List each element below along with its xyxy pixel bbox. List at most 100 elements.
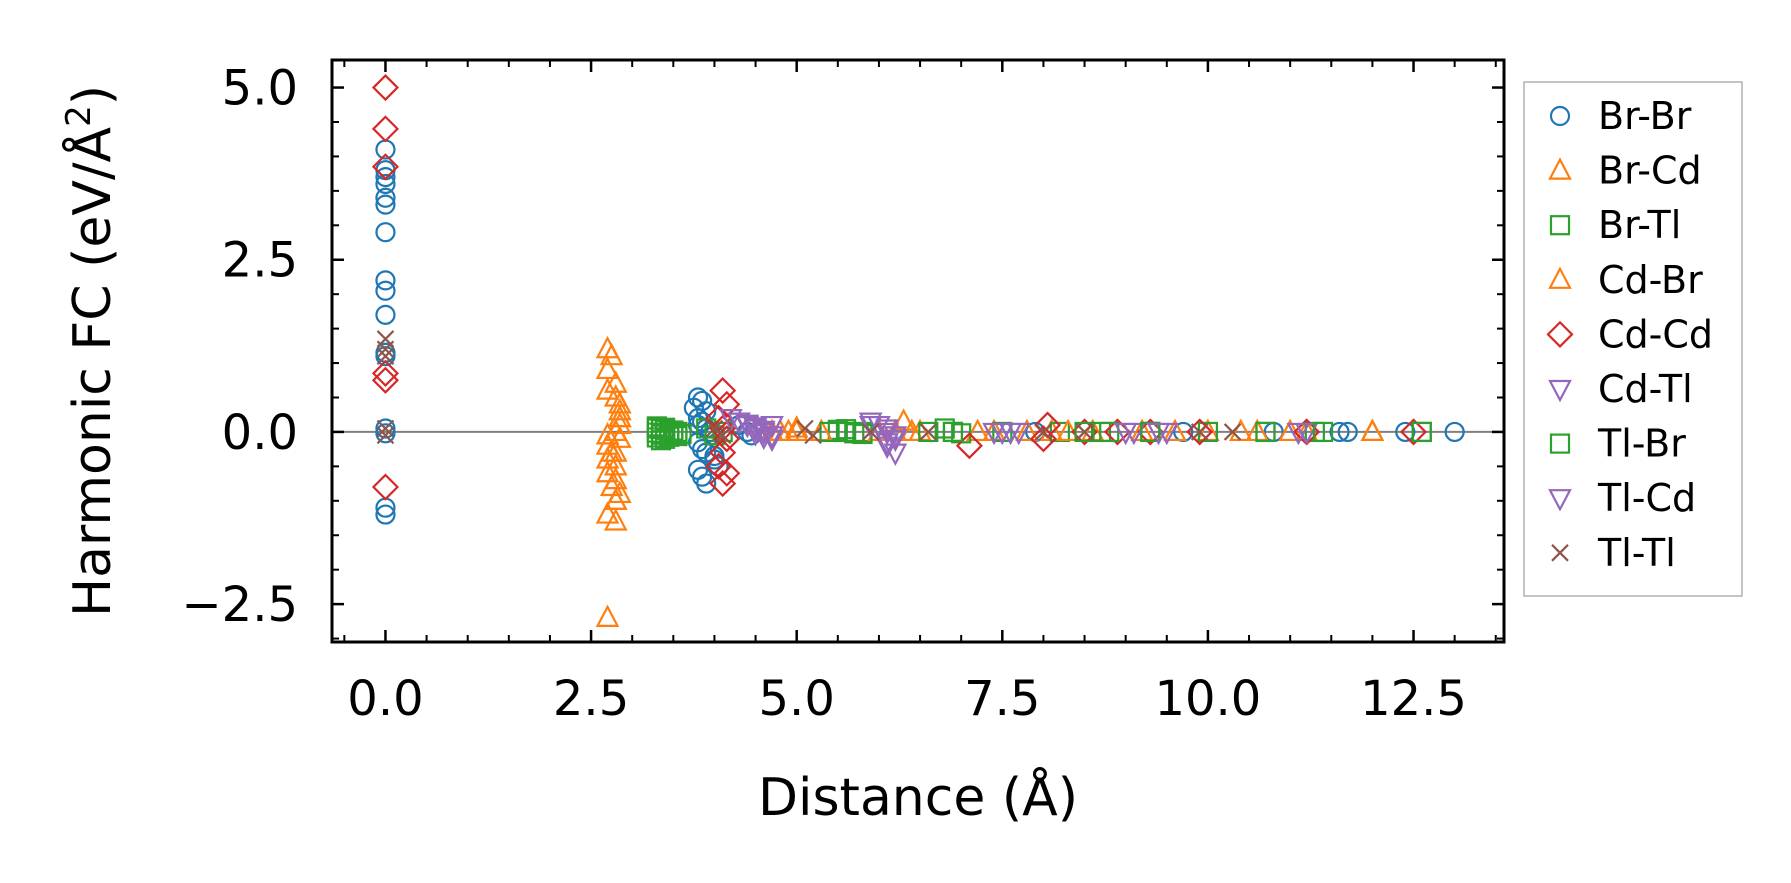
y-tick-label: 2.5 [222,233,298,289]
data-point-tl-br [1312,421,1334,443]
data-point-cd-cd [371,115,400,143]
data-point-tl-tl [713,426,732,445]
data-point-tl-br [835,419,857,440]
data-point-tl-cd [990,422,1015,446]
data-point-cd-tl [719,409,743,432]
data-point-br-cd [595,501,620,524]
data-point-tl-br [1255,421,1276,443]
data-point-tl-tl [804,426,822,445]
x-tick-label: 0.0 [347,671,423,727]
data-point-br-br [1329,421,1350,443]
data-point-br-cd [599,342,624,366]
y-tick-label: −2.5 [181,577,298,633]
data-point-tl-tl [376,426,395,445]
data-point-tl-tl [1034,423,1053,441]
data-point-tl-cd [751,427,776,451]
data-point-tl-br [671,423,692,445]
y-tick-label: 0.0 [222,405,298,461]
data-point-br-br [375,346,396,367]
data-point-br-br [375,270,396,291]
legend: Br-Br Br-Cd Br-Tl Cd-Br Cd-Cd Cd-Tl Tl-Br Tl-Cd… [1523,81,1743,597]
data-point-cd-cd [709,377,737,405]
data-point-tl-tl [376,347,395,365]
legend-label-br-tl: Br-Tl [1598,203,1681,247]
legend-marker-tl-cd [1548,489,1572,512]
data-point-br-br [692,439,713,460]
data-point-cd-tl [883,429,908,453]
data-point-cd-cd [709,470,737,498]
data-point-cd-cd [371,359,400,387]
legend-marker-br-br [1549,105,1571,127]
data-point-cd-br [603,508,628,531]
data-point-tl-tl [919,423,938,441]
data-point-tl-br [942,421,964,443]
data-point-tl-tl [376,340,395,359]
data-point-br-cd [603,370,628,393]
plot-area-frame [330,58,1506,644]
data-point-br-br [375,173,396,195]
data-point-tl-tl [1223,423,1242,441]
y-tick-labels: −2.5 0.0 2.5 5.0 [181,61,298,634]
data-point-tl-tl [376,419,395,438]
legend-marker-cd-br [1548,266,1572,289]
data-point-cd-br [595,604,620,627]
data-point-cd-br [1163,418,1187,442]
y-axis-label-close: ) [63,85,123,105]
data-point-tl-br [819,421,840,443]
data-point-tl-cd [760,415,784,439]
legend-label-cd-tl: Cd-Tl [1598,367,1693,411]
data-point-cd-cd [371,366,400,394]
data-point-cd-cd [713,425,741,453]
data-point-tl-tl [861,423,880,441]
series-tl-br [646,416,1432,451]
series-tl-tl [376,330,1242,445]
legend-label-br-br: Br-Br [1598,94,1692,138]
data-point-tl-tl [1190,423,1209,441]
data-point-tl-br [1074,421,1095,443]
data-point-tl-cd [883,426,908,449]
legend-marker-cd-cd [1546,320,1574,348]
legend-label-tl-tl: Tl-Tl [1597,531,1676,575]
data-point-cd-cd [371,473,400,501]
data-point-tl-cd [875,433,899,456]
data-point-br-br [375,423,396,444]
data-point-cd-br [1228,418,1253,442]
data-point-cd-cd [1399,418,1428,446]
data-point-br-cd [603,453,628,476]
data-point-br-br [1395,421,1416,443]
data-point-cd-br [608,404,632,428]
x-axis-label: Distance (Å) [758,766,1078,828]
y-tick-label: 5.0 [222,61,298,117]
data-point-br-br [1444,421,1465,443]
x-tick-label: 12.5 [1360,671,1467,727]
legend-label-tl-cd: Tl-Cd [1597,476,1696,520]
x-tick-label: 2.5 [553,671,629,727]
data-point-tl-tl [1075,423,1094,441]
legend-marker-br-tl [1549,215,1571,236]
data-point-tl-br [1411,421,1432,443]
data-point-tl-cd [1146,422,1171,446]
data-point-cd-cd [1029,425,1057,453]
data-point-br-br [1337,421,1358,443]
data-points [371,73,1465,627]
x-tick-label: 10.0 [1154,671,1261,727]
data-point-cd-br [603,418,628,442]
data-point-cd-cd [713,390,741,418]
data-point-cd-br [1360,418,1385,442]
y-axis-label-superscript: 2 [59,105,99,127]
data-point-cd-cd [713,459,741,487]
legend-marker-tl-tl [1551,544,1569,562]
data-point-cd-cd [371,73,400,102]
data-point-cd-cd [371,153,400,181]
data-point-cd-br [599,473,624,497]
data-point-cd-br [1015,418,1039,442]
legend-marker-tl-br [1549,433,1571,454]
data-point-br-cd [608,397,632,421]
data-point-cd-tl [727,412,751,435]
data-point-br-cd [784,415,809,438]
data-point-tl-cd [1113,422,1138,446]
data-point-tl-cd [743,424,768,447]
data-point-br-br [696,473,717,494]
x-tick-labels: 0.0 2.5 5.0 7.5 10.0 12.5 [347,671,1467,727]
